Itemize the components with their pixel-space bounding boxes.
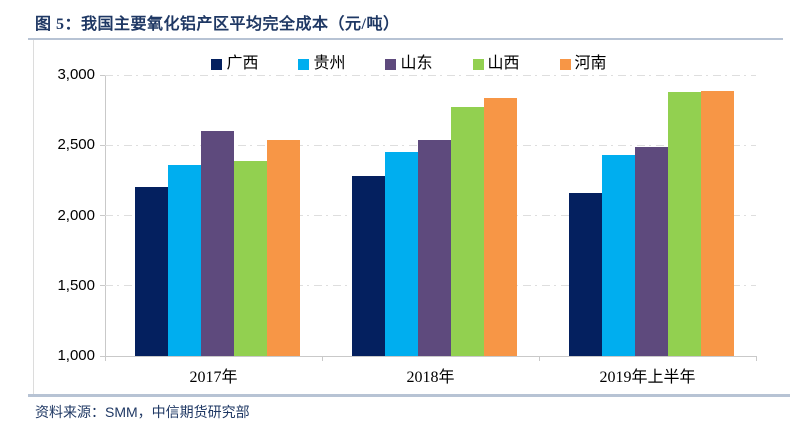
y-axis-tick [100, 215, 105, 216]
bar-河南-2017年 [267, 139, 300, 356]
bar-贵州-2017年 [168, 164, 201, 356]
bar-贵州-2019年上半年 [602, 155, 635, 356]
x-axis-tick [539, 356, 540, 361]
source-note: 资料来源：SMM，中信期货研究部 [35, 404, 250, 420]
legend-swatch-icon [472, 58, 484, 70]
figure-left-border [33, 40, 34, 396]
legend-swatch-icon [385, 58, 397, 70]
bar-河南-2019年上半年 [701, 90, 734, 356]
bar-山东-2018年 [418, 139, 451, 356]
legend-item-1: 贵州 [298, 56, 345, 72]
y-axis-label-1000: 1,000 [57, 347, 95, 364]
legend-label: 贵州 [313, 55, 346, 72]
gridline-3000 [105, 74, 756, 76]
bar-chart-plot-area: 1,000 1,500 2,000 2,500 3,000 2017年 2018年 2019年… [57, 66, 757, 386]
bar-山东-2019年上半年 [635, 146, 668, 356]
legend-item-0: 广西 [211, 56, 258, 72]
legend-label: 山西 [487, 55, 520, 72]
legend-label: 河南 [574, 55, 607, 72]
legend-item-2: 山东 [385, 55, 433, 72]
x-axis-tick [322, 356, 323, 361]
bar-山西-2018年 [451, 107, 484, 356]
bar-山西-2017年 [234, 160, 267, 356]
bar-河南-2018年 [484, 97, 517, 356]
bar-贵州-2018年 [385, 152, 418, 356]
y-axis-label-2500: 2,500 [57, 136, 95, 154]
legend-swatch-icon [211, 58, 223, 70]
y-axis-tick [100, 74, 105, 76]
figure-bottom-divider [28, 394, 790, 397]
y-axis-label-3000: 3,000 [57, 66, 95, 83]
y-axis-tick [100, 285, 105, 287]
legend-label: 山东 [400, 55, 433, 72]
y-axis-label-1500: 1,500 [57, 276, 95, 294]
y-axis-tick [100, 144, 105, 146]
x-axis-label-2: 2019年上半年 [599, 369, 696, 386]
legend-swatch-icon [559, 58, 571, 70]
legend-label: 广西 [226, 55, 259, 72]
bar-广西-2017年 [135, 187, 168, 356]
x-axis-tick [105, 356, 106, 361]
x-axis-label-0: 2017年 [189, 369, 238, 386]
legend-item-4: 河南 [559, 55, 607, 72]
legend-item-3: 山西 [472, 55, 520, 72]
y-axis-label-2000: 2,000 [57, 206, 95, 224]
figure-title: 图 5：我国主要氧化铝产区平均完全成本（元/吨） [35, 16, 400, 33]
x-axis-label-1: 2018年 [406, 369, 455, 386]
x-axis [105, 356, 756, 357]
bar-广西-2018年 [352, 176, 385, 356]
legend-swatch-icon [298, 58, 310, 70]
y-axis-tick [100, 355, 105, 357]
bar-山东-2017年 [201, 131, 234, 356]
x-axis-tick [756, 356, 757, 361]
title-divider [28, 38, 783, 40]
chart-legend: 广西 贵州 山东 山西 河南 [28, 53, 790, 75]
bar-山西-2019年上半年 [668, 91, 701, 356]
bar-广西-2019年上半年 [569, 193, 602, 356]
